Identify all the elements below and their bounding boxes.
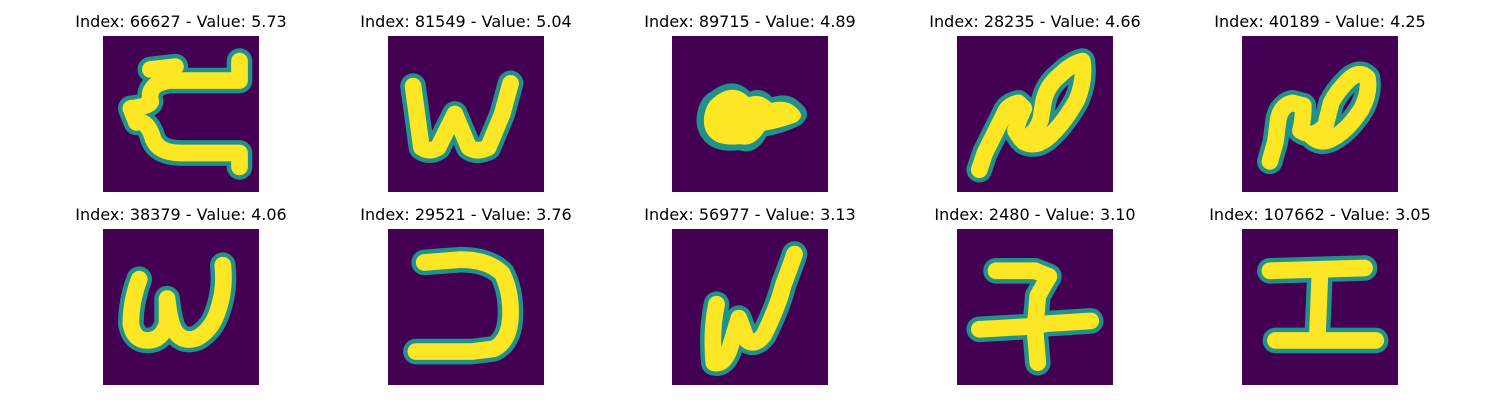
image-panel-8: Index: 56977 - Value: 3.13 <box>610 205 890 389</box>
panel-title: Index: 66627 - Value: 5.73 <box>75 12 287 31</box>
panel-title: Index: 56977 - Value: 3.13 <box>644 205 856 224</box>
image-panel-1: Index: 66627 - Value: 5.73 <box>41 12 321 196</box>
handwritten-glyph-image <box>957 229 1113 385</box>
image-panel-5: Index: 40189 - Value: 4.25 <box>1180 12 1460 196</box>
handwritten-glyph-image <box>672 36 828 192</box>
panel-title: Index: 89715 - Value: 4.89 <box>644 12 856 31</box>
panel-title: Index: 107662 - Value: 3.05 <box>1209 205 1431 224</box>
handwritten-glyph-image <box>1242 36 1398 192</box>
image-panel-7: Index: 29521 - Value: 3.76 <box>326 205 606 389</box>
image-panel-6: Index: 38379 - Value: 4.06 <box>41 205 321 389</box>
panel-title: Index: 2480 - Value: 3.10 <box>934 205 1136 224</box>
handwritten-glyph-image <box>672 229 828 385</box>
image-panel-2: Index: 81549 - Value: 5.04 <box>326 12 606 196</box>
handwritten-glyph-image <box>957 36 1113 192</box>
image-panel-3: Index: 89715 - Value: 4.89 <box>610 12 890 196</box>
handwritten-glyph-image <box>388 229 544 385</box>
panel-title: Index: 29521 - Value: 3.76 <box>360 205 572 224</box>
handwritten-glyph-image <box>1242 229 1398 385</box>
panel-title: Index: 81549 - Value: 5.04 <box>360 12 572 31</box>
image-panel-4: Index: 28235 - Value: 4.66 <box>895 12 1175 196</box>
panel-title: Index: 40189 - Value: 4.25 <box>1214 12 1426 31</box>
image-panel-9: Index: 2480 - Value: 3.10 <box>895 205 1175 389</box>
image-panel-10: Index: 107662 - Value: 3.05 <box>1180 205 1460 389</box>
handwritten-glyph-image <box>388 36 544 192</box>
panel-title: Index: 28235 - Value: 4.66 <box>929 12 1141 31</box>
handwritten-glyph-image <box>103 229 259 385</box>
handwritten-glyph-image <box>103 36 259 192</box>
panel-title: Index: 38379 - Value: 4.06 <box>75 205 287 224</box>
